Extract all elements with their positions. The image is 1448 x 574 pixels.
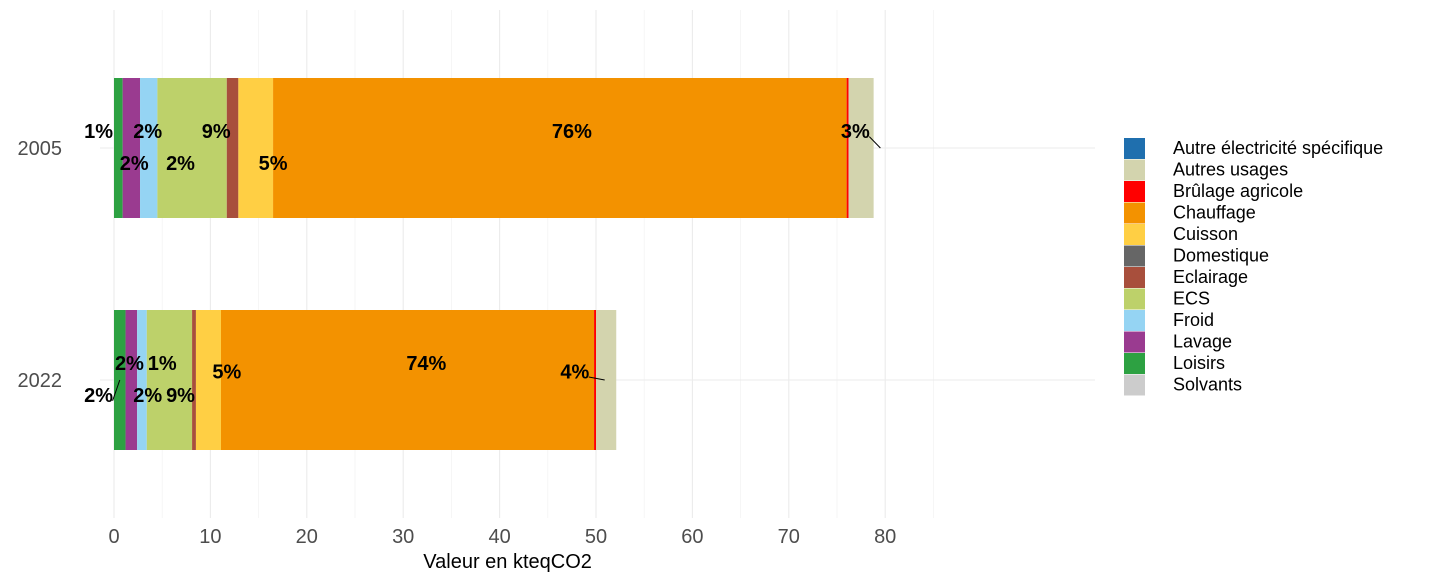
x-tick-label: 10 [199,526,221,548]
label-leader-line [868,136,881,149]
legend-key [1124,374,1145,396]
bar-segment-2022-froid [137,310,147,450]
percent-label: 2% [133,385,162,407]
y-tick-label: 2005 [18,138,63,160]
bar-segment-2022-cuisson [195,310,222,450]
label-leader-line [112,379,121,401]
bar-segment-2005-ecs [157,78,227,218]
x-tick-label: 20 [296,526,318,548]
bar-segment-2022-autres-usages [596,310,617,450]
bar-segment-2005-autres-usages [848,78,874,218]
legend-label: Domestique [1173,246,1269,266]
legend-key [1124,224,1145,245]
legend-label: Froid [1173,310,1214,330]
legend-label: Autre électricité spécifique [1173,138,1383,158]
bar-segment-2005-cuisson [238,78,274,218]
bar-segment-2022-ecs [146,310,193,450]
percent-labels: 1%2%2%2%9%5%76% 3%2%2% 1%2% 9%5% 74% 4% [84,121,870,407]
label-leader-lines [112,136,881,401]
percent-label: 2% [115,353,144,375]
percent-label: 9% [202,121,231,143]
legend-key [1124,181,1145,202]
legend-key [1124,331,1145,353]
bar-segment-2005-eclairage [226,78,239,218]
legend-key [1124,267,1145,288]
bar-segment-2022-eclairage [192,310,196,450]
percent-label: 74% [406,353,446,375]
percent-label: 5% [259,153,288,175]
percent-label: 1% [84,121,113,143]
bars [114,78,874,450]
legend-label: Solvants [1173,375,1242,395]
x-tick-label: 60 [681,526,703,548]
legend-label: Brûlage agricole [1173,181,1303,201]
x-tick-label: 70 [778,526,800,548]
percent-label: 3% [841,121,870,143]
bar-segment-2022-lavage [125,310,138,450]
percent-label: 2% [84,385,113,407]
y-axis: 2005 2022 [18,138,63,392]
legend-key [1124,310,1145,331]
percent-label: 4% [560,361,589,383]
percent-label: 9% [166,385,195,407]
legend-label: ECS [1173,289,1210,309]
legend-key [1124,245,1145,267]
legend-key [1124,138,1145,159]
y-tick-label: 2022 [18,370,63,392]
percent-label: 1% [148,353,177,375]
legend-label: Chauffage [1173,203,1256,223]
legend-key [1124,202,1145,224]
bar-segment-2005-loisirs [114,78,123,218]
bar-segment-2005-br-lage-agricole [846,78,849,218]
x-tick-label: 30 [392,526,414,548]
legend-label: Autres usages [1173,160,1288,180]
percent-label: 76% [552,121,592,143]
percent-label: 2% [133,121,162,143]
legend-label: Loisirs [1173,353,1225,373]
x-tick-label: 80 [874,526,896,548]
legend-label: Lavage [1173,332,1232,352]
legend-key [1124,353,1145,374]
bar-segment-2005-lavage [122,78,141,218]
legend-label: Eclairage [1173,267,1248,287]
bar-segment-2005-froid [140,78,158,218]
x-tick-label: 0 [108,526,119,548]
label-leader-line [588,376,605,381]
bar-segment-2022-chauffage [221,310,595,450]
legend-label: Cuisson [1173,224,1238,244]
x-tick-label: 50 [585,526,607,548]
legend-key [1124,159,1145,181]
percent-label: 2% [166,153,195,175]
percent-label: 2% [120,153,149,175]
percent-label: 5% [212,361,241,383]
x-tick-label: 40 [488,526,510,548]
x-axis-title: Valeur en kteqCO2 [423,551,592,573]
bar-segment-2022-br-lage-agricole [594,310,596,450]
legend-key [1124,288,1145,310]
x-axis: 0 10 20 30 40 50 60 70 80 [108,526,896,548]
bar-segment-2005-chauffage [273,78,847,218]
